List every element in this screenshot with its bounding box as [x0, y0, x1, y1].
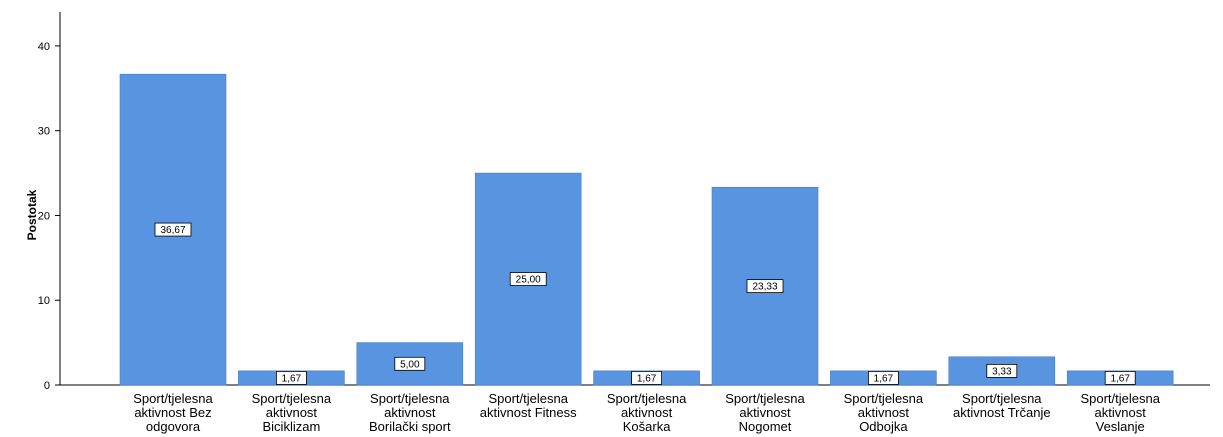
x-category-label: Veslanje	[1096, 419, 1145, 434]
data-label-box	[746, 279, 784, 294]
x-category-label: aktivnost	[739, 405, 791, 420]
data-label-box	[275, 371, 307, 385]
x-category-label: odgovora	[146, 419, 201, 434]
data-label-box	[509, 272, 547, 286]
data-label: 1,67	[637, 373, 657, 384]
x-category-label: Sport/tjelesna	[370, 391, 450, 406]
x-category-label: Sport/tjelesna	[844, 391, 924, 406]
x-category-label: aktivnost	[1095, 405, 1147, 420]
x-category-label: aktivnost	[621, 405, 673, 420]
x-category-label: aktivnost	[858, 405, 910, 420]
data-label: 36,67	[160, 225, 185, 236]
data-label-box	[154, 222, 192, 237]
data-label: 3,33	[992, 366, 1012, 377]
y-tick-label: 0	[44, 380, 50, 392]
data-label-box	[631, 371, 662, 385]
x-category-label: Sport/tjelesna	[488, 391, 568, 406]
data-label: 1,67	[1110, 373, 1130, 384]
data-label: 5,00	[400, 359, 420, 370]
data-label-box	[868, 371, 899, 385]
data-label: 1,67	[282, 373, 302, 384]
x-category-label: Sport/tjelesna	[133, 391, 213, 406]
y-tick-label: 10	[38, 295, 50, 307]
x-category-label: Nogomet	[739, 419, 792, 434]
y-tick-label: 30	[38, 126, 50, 138]
data-label-box	[394, 356, 426, 371]
x-category-label: aktivnost Bez	[134, 405, 211, 420]
x-category-label: aktivnost Fitness	[480, 405, 577, 420]
data-label-box	[986, 363, 1018, 378]
x-category-label: Košarka	[623, 419, 671, 434]
x-category-label: aktivnost	[266, 405, 318, 420]
x-category-label: Sport/tjelesna	[607, 391, 687, 406]
x-category-label: Biciklizam	[263, 419, 321, 434]
x-category-label: aktivnost Trčanje	[953, 405, 1051, 420]
x-category-label: Borilački sport	[369, 419, 451, 434]
y-axis-title: Postotak	[25, 189, 39, 240]
y-tick-label: 40	[38, 41, 50, 53]
x-category-label: Sport/tjelesna	[252, 391, 332, 406]
chart-bars	[119, 73, 1174, 386]
data-label-box	[1104, 371, 1136, 385]
x-category-label: Odbojka	[859, 419, 908, 434]
data-label: 1,67	[874, 373, 894, 384]
x-category-label: Sport/tjelesna	[1080, 391, 1160, 406]
y-tick-label: 20	[38, 210, 50, 222]
data-label: 25,00	[516, 275, 541, 286]
data-label: 23,33	[752, 282, 777, 293]
x-category-label: Sport/tjelesna	[962, 391, 1042, 406]
x-category-label: Sport/tjelesna	[725, 391, 805, 406]
x-category-label: aktivnost	[384, 405, 436, 420]
